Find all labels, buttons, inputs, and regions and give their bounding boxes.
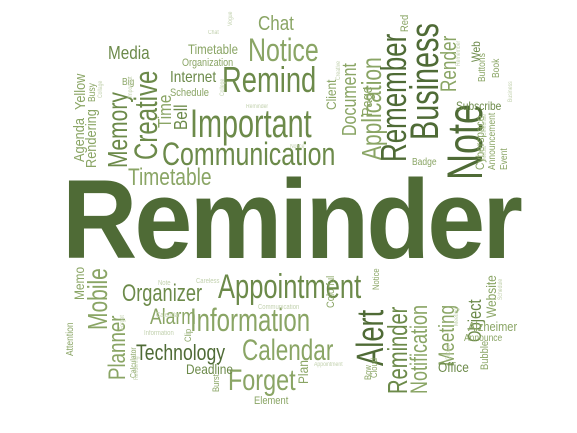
word-clip: Clip xyxy=(183,328,193,342)
word-college: College xyxy=(220,78,226,96)
word-buttons: Buttons xyxy=(477,53,488,82)
word-celebrate: Celebrate xyxy=(482,113,488,136)
word-busy: Busy xyxy=(87,83,98,102)
word-notification: Notification xyxy=(406,304,433,394)
word-internet: Internet xyxy=(170,69,217,86)
word-deadline: Deadline xyxy=(186,361,233,377)
word-communication: Communication xyxy=(162,136,336,172)
word-attention: Attention xyxy=(65,322,76,356)
word-burst: Burst xyxy=(211,374,221,392)
word-bell: Bell xyxy=(171,104,191,130)
word-organizer: Organizer xyxy=(122,280,203,307)
word-collage: Collage xyxy=(98,80,104,98)
word-remember-small: Remember xyxy=(456,40,462,66)
word-event: Event xyxy=(499,148,510,170)
word-information: Information xyxy=(190,302,311,338)
word-meeting-small: Meeting xyxy=(454,307,460,326)
word-reminder-main: Reminder xyxy=(62,157,523,282)
word-calendar-small: Calendar xyxy=(156,312,181,319)
word-forget: Forget xyxy=(228,364,296,397)
word-clipart: Clipart xyxy=(446,345,452,360)
word-planner: Planner xyxy=(104,315,131,380)
word-cloud: Cloud xyxy=(369,358,379,378)
word-client: Client xyxy=(323,79,339,110)
word-chat-small: Chat xyxy=(208,30,219,36)
word-important: Important xyxy=(190,102,312,146)
word-communication-small: Communication xyxy=(258,304,300,311)
word-remind: Remind xyxy=(222,59,317,100)
word-office: Office xyxy=(438,359,469,375)
word-notice: Notice xyxy=(248,32,319,68)
word-creative-small: Creative xyxy=(336,61,342,80)
word-alarm: Alarm xyxy=(150,304,196,329)
word-page: Page xyxy=(359,86,376,116)
word-careless: Careless xyxy=(196,278,220,285)
word-plan: Plan xyxy=(295,360,311,384)
word-organization: Organization xyxy=(182,57,234,69)
word-alzheimer: Alzheimer xyxy=(468,319,518,334)
word-document: Document xyxy=(339,63,361,137)
word-badge: Badge xyxy=(412,157,437,168)
word-schedule: Schedule xyxy=(170,87,209,99)
word-business-small: Business xyxy=(508,81,514,102)
word-notice-small: Notice xyxy=(371,268,381,290)
word-book: Book xyxy=(491,58,502,78)
word-timetable-mid: Timetable xyxy=(128,164,212,191)
word-announce: Announce xyxy=(464,333,503,344)
word-bubble: Bubble xyxy=(479,340,491,370)
word-memory: Memory xyxy=(102,92,133,168)
word-appointment: Appointment xyxy=(218,268,362,306)
word-important-small: Important xyxy=(128,76,134,98)
word-vogue: Vogue xyxy=(228,11,234,26)
word-chat: Chat xyxy=(258,13,294,35)
word-media-small: Media xyxy=(482,146,488,160)
word-notice-tiny: Notice xyxy=(290,144,305,150)
word-note-small: Note xyxy=(158,280,171,287)
word-rendering-small: Rendering xyxy=(134,356,140,380)
word-forget-small: Forget xyxy=(120,315,126,330)
word-schedule-small: Schedule xyxy=(498,278,504,300)
word-subscribe: Subscribe xyxy=(456,99,502,113)
word-calendar: Calendar xyxy=(242,334,334,367)
word-big: Big xyxy=(122,77,135,88)
word-information-small: Information xyxy=(144,330,174,337)
word-website: Website xyxy=(483,275,499,318)
word-reminder-small: Reminder xyxy=(246,104,269,110)
word-yellow: Yellow xyxy=(72,73,89,110)
word-colorful: Colorful xyxy=(325,275,337,308)
word-red: Red xyxy=(399,14,411,32)
word-element: Element xyxy=(254,395,289,407)
word-appointment-small: Appointment xyxy=(314,362,343,368)
word-rendering: Rendering xyxy=(83,109,100,168)
word-media: Media xyxy=(108,43,150,63)
word-technology: Technology xyxy=(136,340,226,365)
word-announcement: Announcement xyxy=(487,112,498,170)
word-timetable-top: Timetable xyxy=(188,41,238,57)
